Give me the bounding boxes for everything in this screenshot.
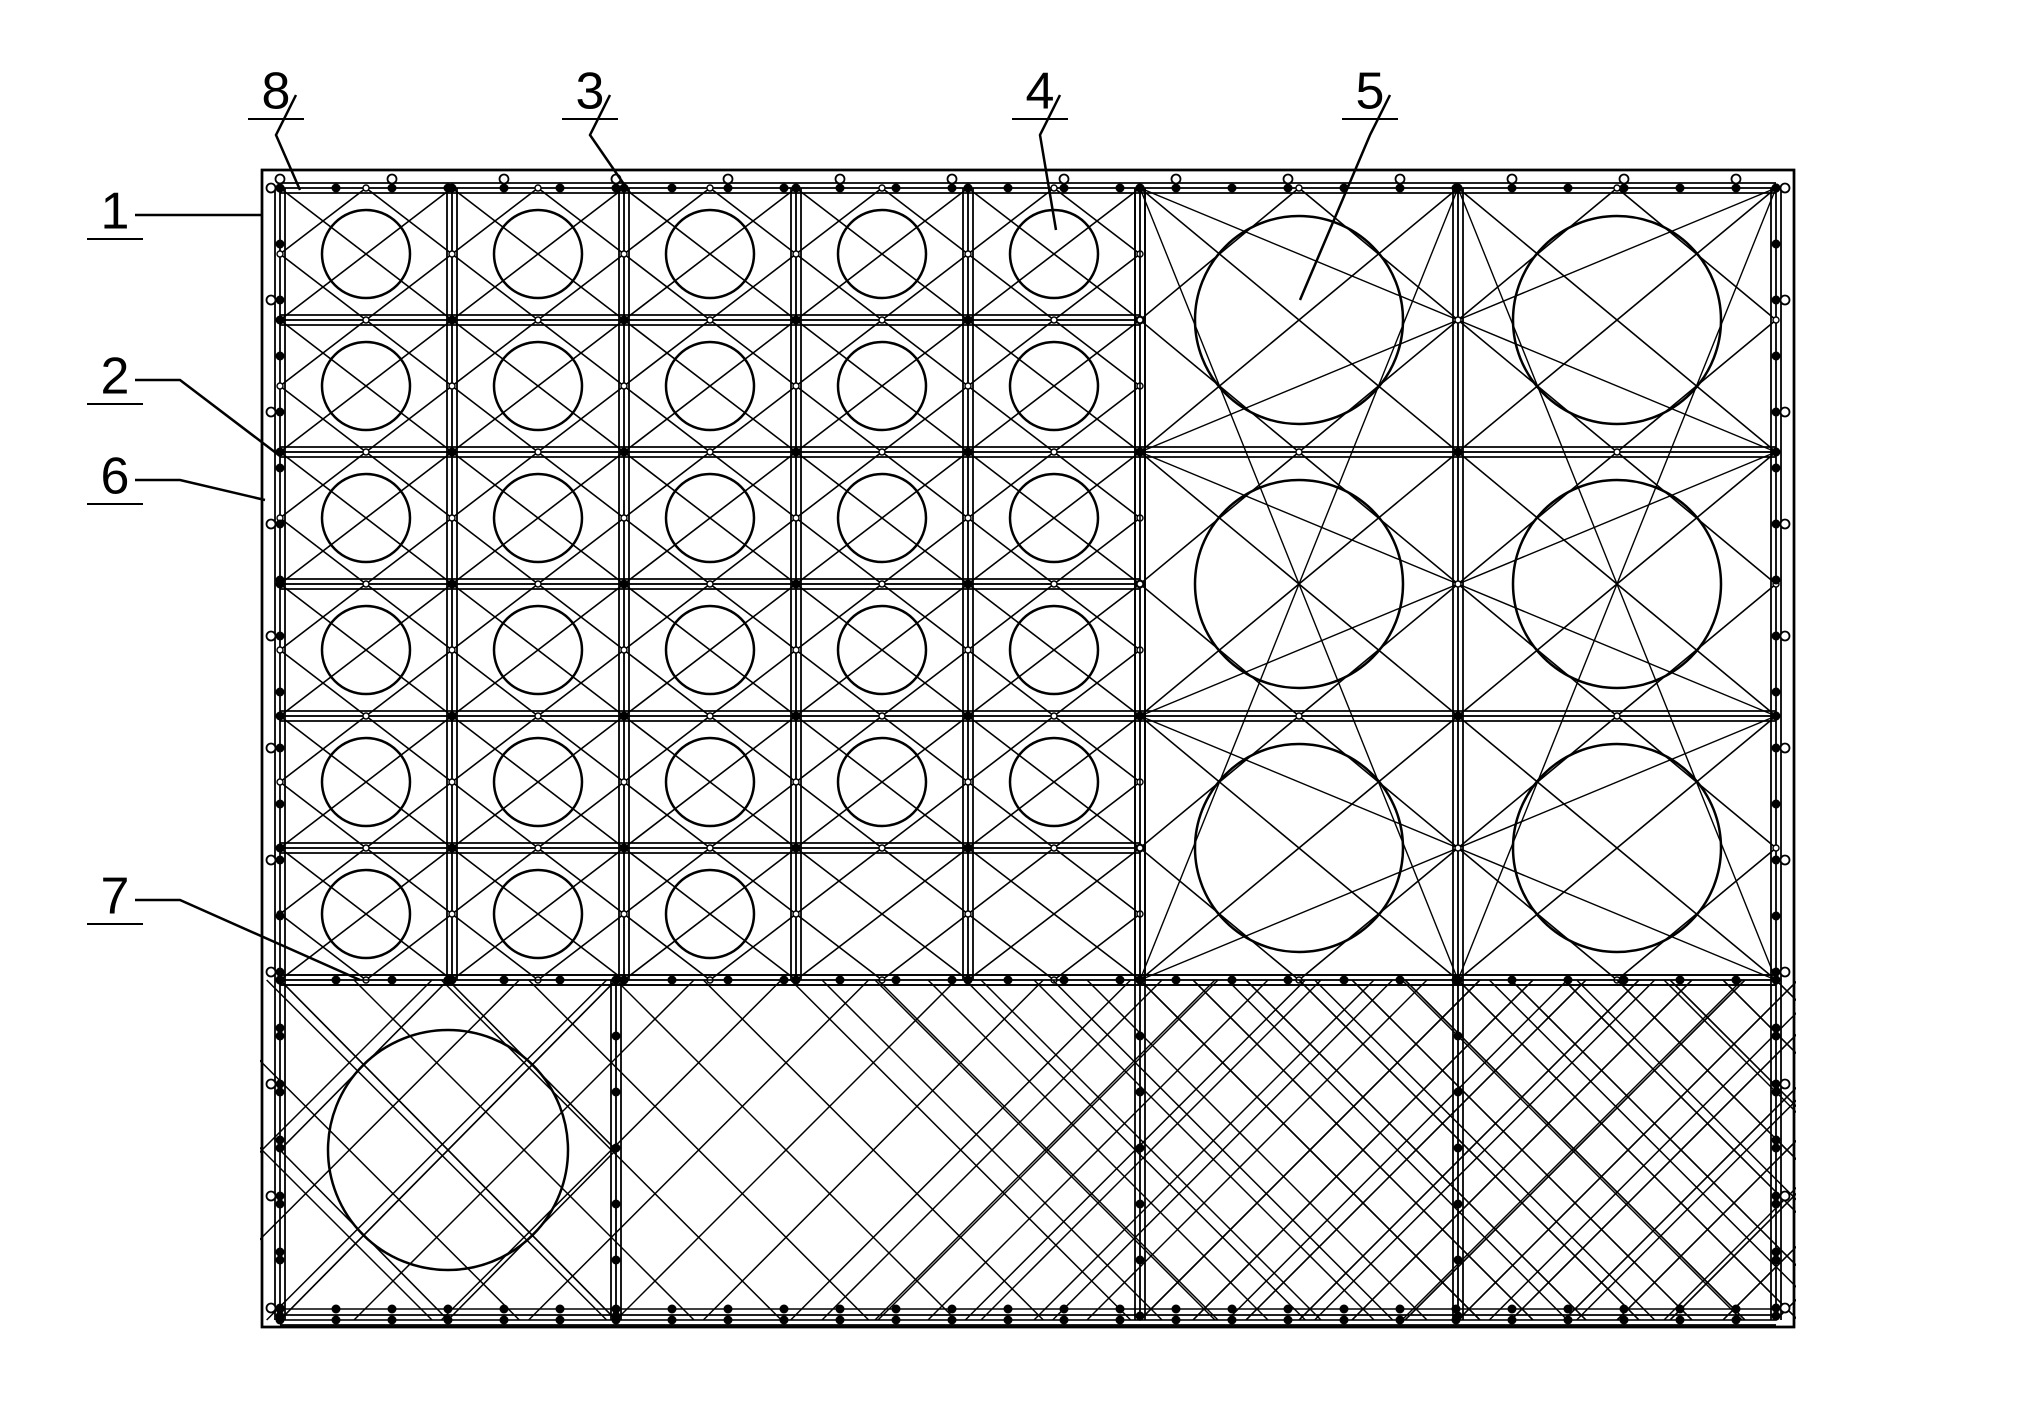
drawing [0, 0, 2032, 1403]
callout-label-1: 1 [101, 183, 130, 241]
large-grid [1135, 183, 1781, 985]
callout-label-8: 8 [262, 63, 291, 121]
outer-frame [262, 170, 1794, 1327]
small-grid [275, 183, 1145, 985]
callout-label-7: 7 [101, 868, 130, 926]
perimeter-pegs [267, 175, 1790, 1314]
bottom-row [92, 975, 2032, 1325]
diagram-canvas: 1 8 3 4 5 2 6 7 [0, 0, 2032, 1403]
callout-label-6: 6 [101, 448, 130, 506]
callout-label-5: 5 [1356, 63, 1385, 121]
callout-label-4: 4 [1026, 63, 1055, 121]
callout-label-3: 3 [576, 63, 605, 121]
callout-label-2: 2 [101, 348, 130, 406]
